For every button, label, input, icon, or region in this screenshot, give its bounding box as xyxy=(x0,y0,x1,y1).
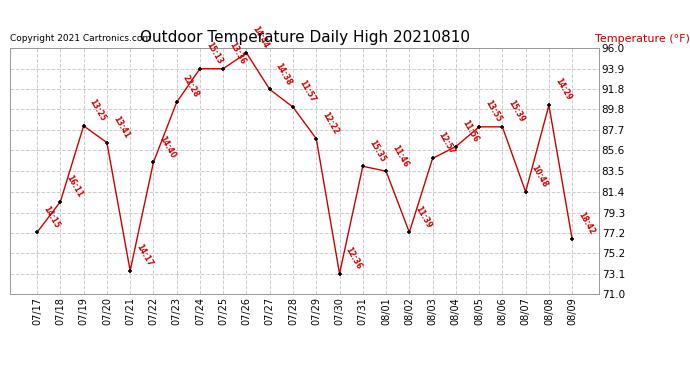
Text: 14:44: 14:44 xyxy=(250,25,270,50)
Point xyxy=(357,163,368,169)
Point xyxy=(473,124,484,130)
Point xyxy=(497,124,508,130)
Text: 14:17: 14:17 xyxy=(135,243,155,268)
Text: 15:39: 15:39 xyxy=(506,99,526,124)
Text: 15:13: 15:13 xyxy=(204,40,224,66)
Point xyxy=(101,140,112,146)
Text: 11:39: 11:39 xyxy=(413,204,433,230)
Point xyxy=(264,86,275,92)
Text: 14:15: 14:15 xyxy=(41,204,61,230)
Text: 14:40: 14:40 xyxy=(157,134,177,159)
Point xyxy=(171,99,182,105)
Text: 18:42: 18:42 xyxy=(576,211,596,236)
Text: 12:57: 12:57 xyxy=(437,130,457,156)
Point xyxy=(195,66,206,72)
Point xyxy=(381,168,392,174)
Text: 13:36: 13:36 xyxy=(228,40,247,66)
Text: 11:56: 11:56 xyxy=(460,118,480,144)
Point xyxy=(55,199,66,205)
Point xyxy=(288,104,299,110)
Text: 14:29: 14:29 xyxy=(553,77,573,102)
Point xyxy=(566,236,578,242)
Text: 10:48: 10:48 xyxy=(530,164,550,189)
Text: Temperature (°F): Temperature (°F) xyxy=(595,34,690,45)
Title: Outdoor Temperature Daily High 20210810: Outdoor Temperature Daily High 20210810 xyxy=(139,30,470,45)
Point xyxy=(125,268,136,274)
Point xyxy=(310,136,322,142)
Point xyxy=(427,155,438,161)
Text: 16:11: 16:11 xyxy=(65,174,84,199)
Text: 15:35: 15:35 xyxy=(367,138,386,164)
Point xyxy=(32,229,43,235)
Text: 12:36: 12:36 xyxy=(344,246,364,271)
Text: 13:55: 13:55 xyxy=(483,99,503,124)
Point xyxy=(404,229,415,235)
Text: 11:57: 11:57 xyxy=(297,79,317,104)
Point xyxy=(78,123,89,129)
Text: 12:22: 12:22 xyxy=(320,111,340,136)
Point xyxy=(451,144,462,150)
Point xyxy=(217,66,228,72)
Text: 11:46: 11:46 xyxy=(391,143,410,168)
Text: Copyright 2021 Cartronics.com: Copyright 2021 Cartronics.com xyxy=(10,34,152,44)
Text: 22:28: 22:28 xyxy=(181,74,201,99)
Point xyxy=(148,159,159,165)
Point xyxy=(241,50,252,56)
Point xyxy=(334,271,345,277)
Text: 14:38: 14:38 xyxy=(274,61,294,87)
Point xyxy=(544,102,555,108)
Point xyxy=(520,189,531,195)
Text: 13:25: 13:25 xyxy=(88,98,108,123)
Text: 13:41: 13:41 xyxy=(111,114,131,140)
